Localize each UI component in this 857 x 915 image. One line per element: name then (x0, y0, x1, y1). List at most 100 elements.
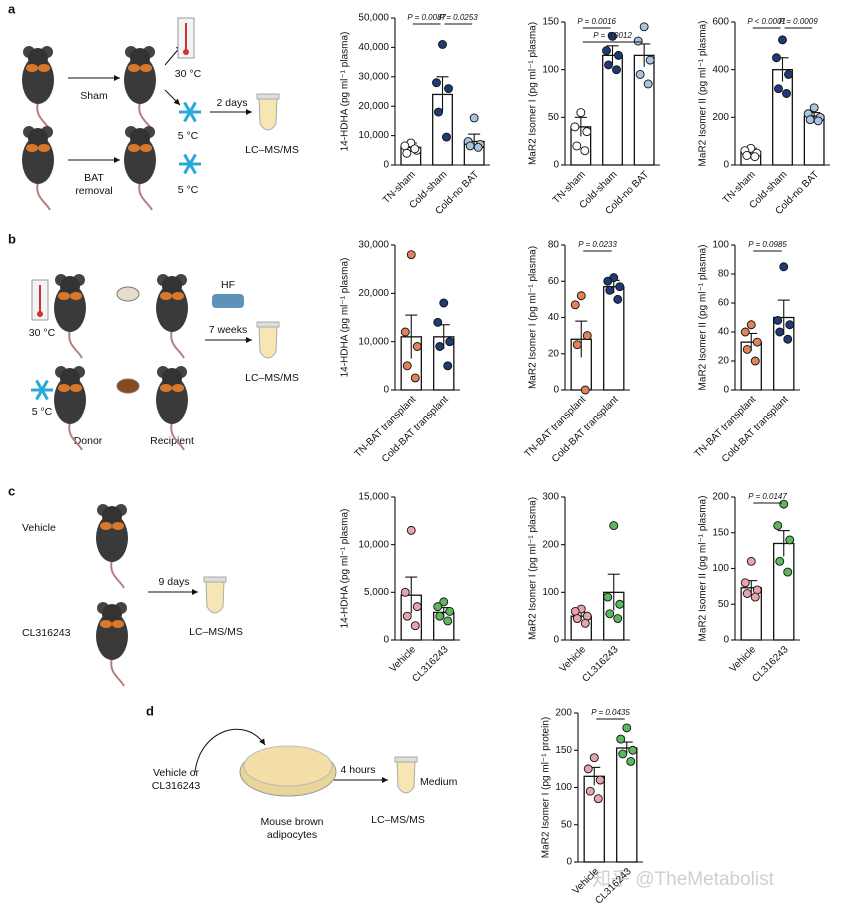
data-point (783, 567, 793, 577)
y-axis-label: MaR2 Isomer II (pg ml⁻¹ plasma) (698, 21, 709, 167)
data-point (628, 745, 638, 755)
label: 30 °C (29, 327, 56, 339)
p-value: P = 0.0009 (779, 17, 818, 26)
data-point (442, 132, 451, 142)
data-point (633, 36, 643, 46)
x-tick-label: CL316243 (750, 644, 791, 685)
y-tick-label: 0 (723, 160, 729, 171)
data-point (432, 78, 441, 88)
arrow (164, 89, 181, 106)
y-axis-label: MaR2 Isomer II (pg ml⁻¹ plasma) (698, 496, 709, 642)
data-point (582, 127, 592, 137)
data-point (626, 756, 636, 766)
data-point (402, 611, 412, 621)
data-point (570, 300, 580, 310)
label: 5 °C (178, 130, 199, 142)
label: Recipient (150, 435, 194, 447)
tail (68, 421, 83, 451)
data-point (783, 334, 793, 344)
data-point (576, 291, 586, 301)
label: removal (75, 185, 112, 197)
data-point (775, 327, 785, 337)
data-point (593, 794, 603, 804)
snowflake (35, 379, 49, 401)
p-value: P = 0.0435 (591, 708, 630, 717)
y-tick-label: 20 (548, 348, 560, 359)
data-point (580, 146, 590, 156)
data-point (608, 31, 617, 41)
data-point (746, 556, 756, 566)
y-tick-label: 30,000 (358, 240, 389, 251)
head (130, 48, 150, 68)
head (162, 276, 182, 296)
data-point (406, 250, 416, 260)
y-tick-label: 100 (542, 64, 559, 75)
mouse-icon (22, 126, 54, 211)
data-point (583, 764, 593, 774)
panel-label: a (8, 1, 16, 16)
data-point (580, 618, 590, 628)
data-point (779, 262, 789, 272)
bat (160, 292, 172, 300)
head (102, 506, 122, 526)
label: 9 days (159, 576, 190, 588)
y-tick-label: 0 (723, 635, 729, 646)
data-point (406, 525, 416, 535)
data-point (595, 775, 605, 785)
p-value: P = 0.0087 (407, 13, 446, 22)
data-point (412, 602, 422, 612)
data-point (609, 521, 619, 531)
bat (112, 522, 124, 530)
data-point (469, 113, 479, 123)
y-tick-label: 40,000 (358, 42, 389, 53)
data-point (438, 40, 447, 49)
data-point (410, 373, 420, 383)
y-tick-label: 20,000 (358, 101, 389, 112)
data-point (572, 340, 582, 350)
data-point (465, 141, 475, 151)
bat (172, 292, 184, 300)
data-point (473, 142, 483, 152)
head (102, 604, 122, 624)
tail (170, 329, 185, 359)
data-point (742, 589, 752, 598)
data-point (433, 602, 443, 612)
bat (38, 144, 50, 152)
y-tick-label: 600 (712, 17, 729, 28)
y-axis-label: MaR2 Isomer II (pg ml⁻¹ plasma) (698, 245, 709, 391)
data-point (435, 611, 445, 621)
y-tick-label: 150 (542, 17, 559, 28)
data-point (613, 614, 623, 623)
tube (258, 97, 278, 131)
bat (38, 64, 50, 72)
x-tick-label: CL316243 (410, 644, 451, 685)
y-tick-label: 0 (383, 385, 389, 396)
label: Donor (74, 435, 103, 447)
tube-cap (256, 321, 280, 328)
tail (36, 181, 51, 211)
y-axis-label: MaR2 Isomer I (pg ml⁻¹ plasma) (528, 22, 539, 165)
mouse-icon (96, 602, 128, 687)
bat (58, 292, 70, 300)
data-point (412, 342, 422, 351)
y-axis-label: 14-HDHA (pg ml⁻¹ plasma) (340, 32, 351, 152)
mouse-icon (96, 504, 128, 589)
data-point (782, 89, 791, 98)
data-point (639, 22, 649, 32)
y-tick-label: 0 (383, 635, 389, 646)
y-tick-label: 200 (542, 539, 559, 550)
y-tick-label: 40 (548, 312, 560, 323)
label: Medium (420, 776, 458, 788)
x-tick-label: TN-BAT transplant (353, 394, 419, 460)
y-tick-label: 10,000 (358, 336, 389, 347)
data-point (809, 103, 819, 113)
data-point (603, 276, 613, 286)
bat (140, 64, 152, 72)
bar (772, 69, 793, 166)
p-value: P = 0.0147 (748, 492, 787, 501)
y-tick-label: 15,000 (358, 492, 389, 503)
y-tick-label: 50,000 (358, 13, 389, 24)
mouse-icon (124, 46, 156, 131)
y-tick-label: 200 (555, 708, 572, 719)
y-tick-label: 10,000 (358, 130, 389, 141)
